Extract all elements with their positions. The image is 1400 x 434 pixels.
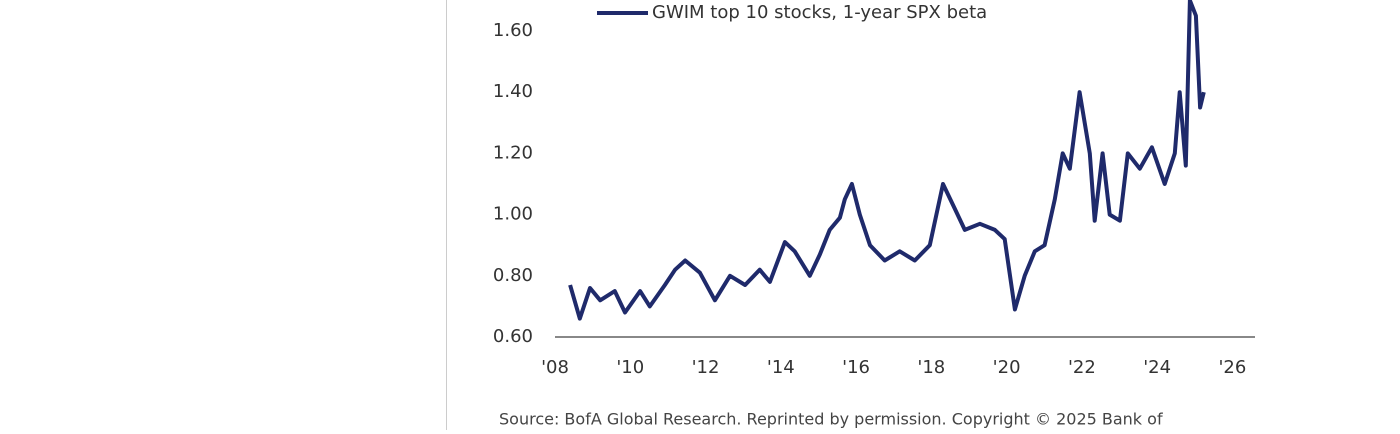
- x-tick-label: '16: [842, 357, 870, 378]
- y-tick-label: 0.60: [493, 326, 533, 347]
- source-note: Source: BofA Global Research. Reprinted …: [499, 410, 1163, 429]
- x-tick-label: '12: [692, 357, 720, 378]
- x-tick-label: '24: [1143, 357, 1171, 378]
- x-tick-label: '20: [993, 357, 1021, 378]
- legend-label: GWIM top 10 stocks, 1-year SPX beta: [652, 2, 987, 23]
- x-tick-label: '18: [917, 357, 945, 378]
- y-tick-label: 1.40: [493, 81, 533, 102]
- y-tick-label: 1.00: [493, 204, 533, 225]
- x-tick-label: '10: [616, 357, 644, 378]
- x-tick-label: '26: [1218, 357, 1246, 378]
- x-tick-label: '14: [767, 357, 795, 378]
- data-line: [568, 0, 1206, 321]
- y-tick-label: 1.20: [493, 142, 533, 163]
- x-tick-label: '08: [541, 357, 569, 378]
- x-tick-label: '22: [1068, 357, 1096, 378]
- y-tick-label: 1.60: [493, 20, 533, 41]
- y-tick-label: 0.80: [493, 265, 533, 286]
